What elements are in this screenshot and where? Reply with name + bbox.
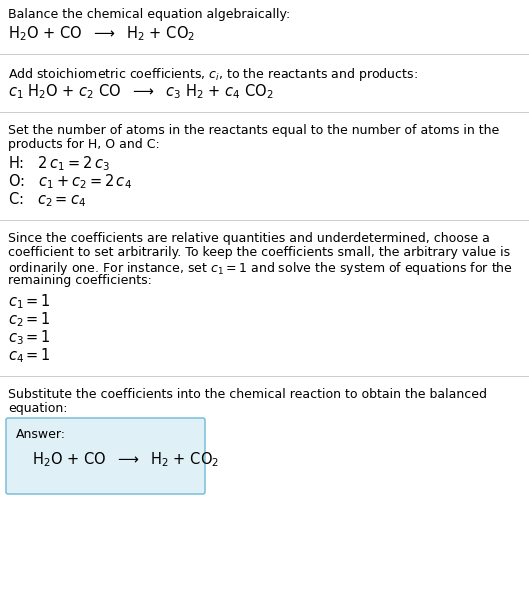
Text: H:   $2\,c_1 = 2\,c_3$: H: $2\,c_1 = 2\,c_3$	[8, 154, 110, 173]
Text: coefficient to set arbitrarily. To keep the coefficients small, the arbitrary va: coefficient to set arbitrarily. To keep …	[8, 246, 510, 259]
Text: products for H, O and C:: products for H, O and C:	[8, 138, 160, 151]
Text: Add stoichiometric coefficients, $c_i$, to the reactants and products:: Add stoichiometric coefficients, $c_i$, …	[8, 66, 418, 83]
Text: Since the coefficients are relative quantities and underdetermined, choose a: Since the coefficients are relative quan…	[8, 232, 490, 245]
FancyBboxPatch shape	[6, 418, 205, 494]
Text: equation:: equation:	[8, 402, 68, 415]
Text: H$_2$O + CO  $\longrightarrow$  H$_2$ + CO$_2$: H$_2$O + CO $\longrightarrow$ H$_2$ + CO…	[8, 24, 195, 42]
Text: Answer:: Answer:	[16, 428, 66, 441]
Text: C:   $c_2 = c_4$: C: $c_2 = c_4$	[8, 190, 86, 209]
Text: Substitute the coefficients into the chemical reaction to obtain the balanced: Substitute the coefficients into the che…	[8, 388, 487, 401]
Text: $c_1$ H$_2$O + $c_2$ CO  $\longrightarrow$  $c_3$ H$_2$ + $c_4$ CO$_2$: $c_1$ H$_2$O + $c_2$ CO $\longrightarrow…	[8, 82, 273, 101]
Text: H$_2$O + CO  $\longrightarrow$  H$_2$ + CO$_2$: H$_2$O + CO $\longrightarrow$ H$_2$ + CO…	[32, 450, 219, 469]
Text: Set the number of atoms in the reactants equal to the number of atoms in the: Set the number of atoms in the reactants…	[8, 124, 499, 137]
Text: $c_2 = 1$: $c_2 = 1$	[8, 310, 51, 329]
Text: remaining coefficients:: remaining coefficients:	[8, 274, 152, 287]
Text: $c_1 = 1$: $c_1 = 1$	[8, 292, 51, 311]
Text: Balance the chemical equation algebraically:: Balance the chemical equation algebraica…	[8, 8, 290, 21]
Text: O:   $c_1 + c_2 = 2\,c_4$: O: $c_1 + c_2 = 2\,c_4$	[8, 172, 132, 191]
Text: $c_4 = 1$: $c_4 = 1$	[8, 346, 51, 365]
Text: ordinarily one. For instance, set $c_1 = 1$ and solve the system of equations fo: ordinarily one. For instance, set $c_1 =…	[8, 260, 513, 277]
Text: $c_3 = 1$: $c_3 = 1$	[8, 328, 51, 347]
